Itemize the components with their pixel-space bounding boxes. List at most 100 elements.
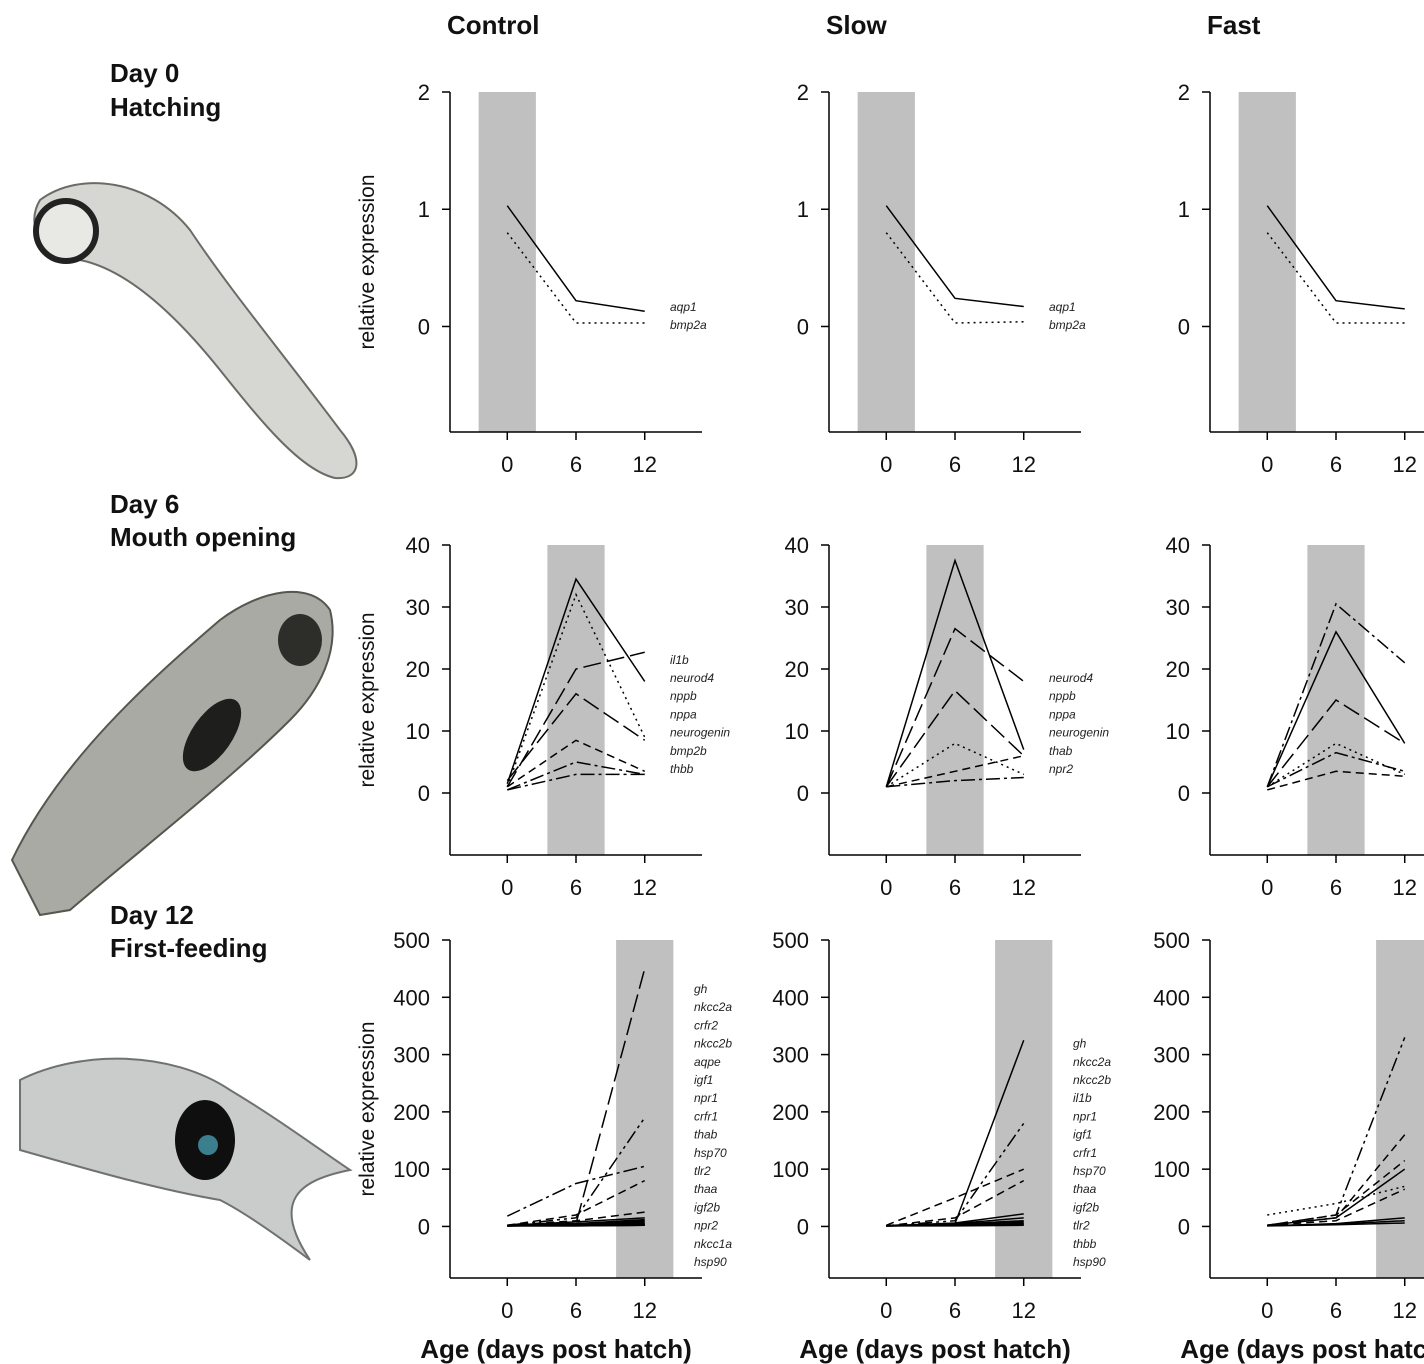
series-line — [507, 773, 645, 791]
row-day: Day 0 — [110, 58, 179, 88]
x-tick-label: 0 — [880, 875, 892, 900]
series-line — [507, 968, 646, 1227]
legend-label: nkcc2b — [1073, 1073, 1111, 1087]
series-line — [1266, 232, 1405, 324]
legend-label: thaa — [1073, 1182, 1097, 1196]
legend-label: nkcc2a — [694, 1000, 732, 1014]
legend-label: tlr2 — [694, 1164, 711, 1178]
x-axis-label: Age (days post hatch) — [799, 1334, 1071, 1364]
x-tick-label: 0 — [501, 452, 513, 477]
legend-label: igf1 — [694, 1073, 713, 1087]
series-line — [885, 205, 1024, 308]
x-tick-label: 0 — [1261, 875, 1273, 900]
legend-label: neurod4 — [670, 671, 714, 685]
series-line — [886, 776, 1024, 788]
legend-label: npr1 — [694, 1091, 718, 1105]
y-tick-label: 40 — [785, 533, 809, 558]
y-tick-label: 0 — [1178, 781, 1190, 806]
y-tick-label: 20 — [1166, 657, 1190, 682]
legend-label: npr2 — [694, 1219, 718, 1233]
x-tick-label: 0 — [880, 452, 892, 477]
legend-label: npr1 — [1073, 1109, 1097, 1123]
x-tick-label: 6 — [949, 875, 961, 900]
series-line — [1267, 1168, 1406, 1227]
highlight-band — [857, 92, 915, 432]
x-tick-label: 12 — [1011, 875, 1035, 900]
row-stage: Mouth opening — [110, 522, 296, 552]
x-tick-label: 12 — [1011, 452, 1035, 477]
x-axis-label: Age (days post hatch) — [1180, 1334, 1424, 1364]
legend-label: neurogenin — [670, 726, 730, 740]
series-line — [506, 761, 645, 791]
series-line — [506, 739, 646, 788]
y-tick-label: 1 — [1178, 197, 1190, 222]
y-tick-label: 0 — [418, 781, 430, 806]
series-line — [1266, 751, 1405, 788]
legend-label: thbb — [1073, 1237, 1097, 1251]
y-tick-label: 2 — [418, 80, 430, 105]
legend-label: nkcc2b — [694, 1037, 732, 1051]
y-tick-label: 10 — [406, 719, 430, 744]
series-line — [507, 1224, 645, 1227]
legend-label: neurod4 — [1049, 671, 1093, 685]
y-tick-label: 100 — [772, 1157, 809, 1182]
x-axis-label: Age (days post hatch) — [420, 1334, 692, 1364]
legend-label: nppb — [670, 689, 697, 703]
x-tick-label: 12 — [1011, 1298, 1035, 1323]
panel: 0 10 20 30 40 0 6 12 — [1166, 533, 1424, 900]
y-tick-label: 500 — [1153, 928, 1190, 953]
legend-label: il1b — [1073, 1091, 1092, 1105]
y-tick-label: 0 — [418, 314, 430, 339]
series-line — [507, 1211, 645, 1227]
series-line — [885, 689, 1025, 788]
x-tick-label: 12 — [1392, 1298, 1416, 1323]
series-line — [1267, 770, 1405, 791]
x-tick-label: 12 — [632, 452, 656, 477]
series-line — [1266, 602, 1406, 788]
y-tick-label: 500 — [772, 928, 809, 953]
row-day: Day 12 — [110, 900, 194, 930]
series-line — [507, 1179, 646, 1227]
highlight-band — [995, 940, 1053, 1278]
series-line — [1267, 1188, 1406, 1227]
y-tick-label: 100 — [393, 1157, 430, 1182]
legend-label: nppa — [1049, 707, 1076, 721]
highlight-band — [1376, 940, 1424, 1278]
legend-label: igf1 — [1073, 1128, 1092, 1142]
y-tick-label: 30 — [406, 595, 430, 620]
x-tick-label: 6 — [570, 1298, 582, 1323]
legend-label: nkcc1a — [694, 1237, 732, 1251]
series-line — [885, 558, 1025, 788]
x-tick-label: 6 — [949, 1298, 961, 1323]
series-line — [1266, 630, 1406, 788]
y-axis-label: relative expression — [356, 612, 379, 787]
legend-label: npr2 — [1049, 762, 1073, 776]
legend-label: tlr2 — [1073, 1219, 1090, 1233]
legend-label: thab — [1049, 744, 1073, 758]
legend-label: bmp2b — [670, 744, 707, 758]
larva-day0 — [33, 182, 358, 480]
y-tick-label: 2 — [797, 80, 809, 105]
legend-label: hsp90 — [1073, 1255, 1106, 1269]
x-tick-label: 12 — [632, 1298, 656, 1323]
x-tick-label: 12 — [632, 875, 656, 900]
series-line — [1267, 1159, 1406, 1227]
legend-label: crfr1 — [1073, 1146, 1097, 1160]
y-tick-label: 200 — [772, 1100, 809, 1125]
series-line — [885, 232, 1024, 324]
series-line — [506, 232, 645, 324]
y-tick-label: 10 — [1166, 719, 1190, 744]
series-line — [1267, 1222, 1405, 1227]
y-tick-label: 100 — [1153, 1157, 1190, 1182]
y-tick-label: 40 — [1166, 533, 1190, 558]
legend-label: aqpe — [694, 1055, 721, 1069]
y-tick-label: 400 — [1153, 985, 1190, 1010]
legend-label: hsp90 — [694, 1255, 727, 1269]
panel: 0 100 200 300 400 500 0 6 12 relative expression A… — [356, 928, 732, 1364]
larva-day12 — [19, 1057, 353, 1261]
legend-label: aqp1 — [670, 300, 697, 314]
series-line — [886, 755, 1024, 788]
series-line — [886, 1122, 1025, 1227]
